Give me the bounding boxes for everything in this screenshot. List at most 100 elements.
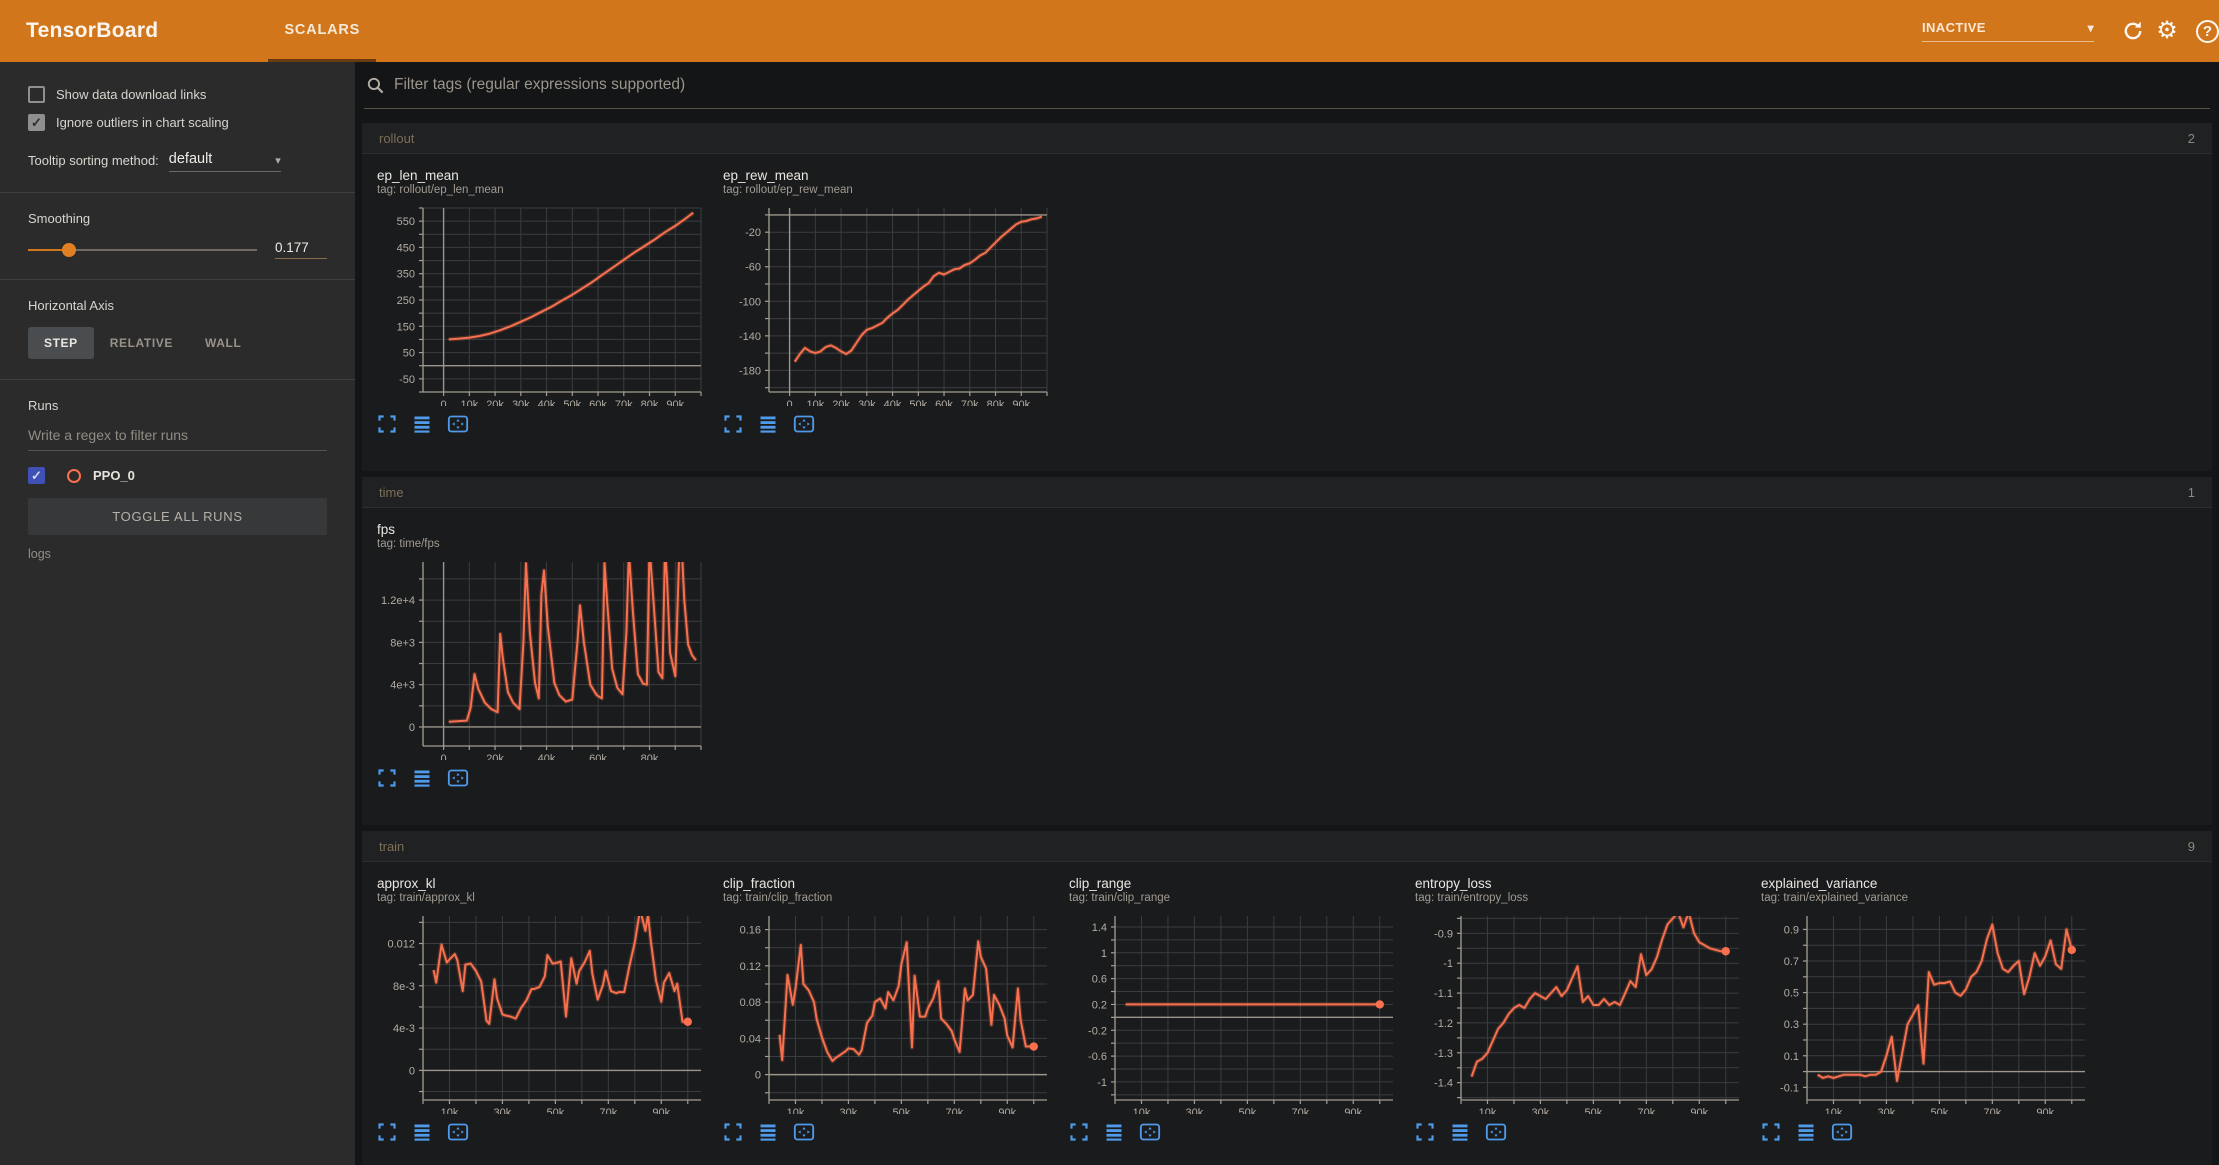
svg-text:0.08: 0.08: [740, 997, 761, 1009]
svg-text:50k: 50k: [547, 1107, 565, 1114]
svg-text:20k: 20k: [486, 753, 504, 760]
sidebar-divider: [0, 279, 355, 280]
fit-domain-icon[interactable]: [1139, 1122, 1161, 1142]
data-series-list-icon[interactable]: [412, 414, 432, 434]
section-count-badge: 2: [2188, 131, 2195, 146]
svg-text:70k: 70k: [599, 1107, 617, 1114]
fit-domain-icon[interactable]: [447, 1122, 469, 1142]
svg-text:-60: -60: [745, 262, 761, 274]
fullscreen-icon[interactable]: [1069, 1122, 1089, 1142]
data-series-list-icon[interactable]: [1450, 1122, 1470, 1142]
fit-domain-icon[interactable]: [1485, 1122, 1507, 1142]
chart-plot-entropy_loss[interactable]: -1.4-1.3-1.2-1.1-1-0.910k30k50k70k90k: [1415, 912, 1745, 1114]
section-name: rollout: [379, 131, 414, 146]
chart-tag: tag: train/entropy_loss: [1415, 892, 1751, 904]
section-name: time: [379, 485, 404, 500]
data-series-list-icon[interactable]: [758, 1122, 778, 1142]
fullscreen-icon[interactable]: [1415, 1122, 1435, 1142]
svg-text:0.012: 0.012: [387, 938, 415, 950]
reload-status-dropdown[interactable]: INACTIVE ▾: [1922, 20, 2094, 42]
chart-card-fps: fpstag: time/fps04e+38e+31.2e+4020k40k60…: [377, 522, 713, 789]
checkbox-ignore-outliers[interactable]: ✓ Ignore outliers in chart scaling: [28, 114, 327, 131]
fit-domain-icon[interactable]: [447, 768, 469, 788]
fit-domain-icon[interactable]: [447, 414, 469, 434]
svg-text:0.2: 0.2: [1092, 999, 1107, 1011]
svg-text:0.6: 0.6: [1092, 974, 1107, 986]
svg-text:4e+3: 4e+3: [390, 680, 415, 692]
svg-text:1.4: 1.4: [1092, 922, 1107, 934]
fullscreen-icon[interactable]: [377, 414, 397, 434]
svg-text:0: 0: [441, 753, 447, 760]
svg-text:60k: 60k: [935, 399, 953, 406]
svg-text:10k: 10k: [806, 399, 824, 406]
svg-text:-1.3: -1.3: [1434, 1048, 1453, 1060]
fullscreen-icon[interactable]: [723, 414, 743, 434]
fit-domain-icon[interactable]: [1831, 1122, 1853, 1142]
smoothing-slider[interactable]: [28, 243, 257, 257]
chart-plot-fps[interactable]: 04e+38e+31.2e+4020k40k60k80k: [377, 558, 707, 760]
section-header-train[interactable]: train 9: [362, 831, 2212, 861]
refresh-button[interactable]: [2116, 14, 2150, 48]
svg-text:90k: 90k: [1344, 1107, 1362, 1114]
svg-text:0: 0: [787, 399, 793, 406]
tooltip-sort-dropdown[interactable]: default ▾: [169, 151, 281, 172]
tab-scalars[interactable]: SCALARS: [268, 0, 376, 62]
svg-text:-50: -50: [399, 374, 415, 386]
runs-filter-input[interactable]: Write a regex to filter runs: [28, 427, 327, 451]
section-header-rollout[interactable]: rollout 2: [362, 123, 2212, 153]
run-checkbox-checked-icon[interactable]: ✓: [28, 467, 45, 484]
chart-plot-ep_rew_mean[interactable]: -180-140-100-60-20010k20k30k40k50k60k70k…: [723, 204, 1053, 406]
help-button[interactable]: ?: [2196, 20, 2219, 43]
chart-actions: [1069, 1121, 1405, 1143]
svg-text:70k: 70k: [1983, 1107, 2001, 1114]
svg-text:50k: 50k: [893, 1107, 911, 1114]
fullscreen-icon[interactable]: [377, 768, 397, 788]
section-header-time[interactable]: time 1: [362, 477, 2212, 507]
settings-button[interactable]: ⚙: [2150, 14, 2184, 48]
chart-card-clip_range: clip_rangetag: train/clip_range-1-0.6-0.…: [1069, 876, 1405, 1143]
chart-plot-ep_len_mean[interactable]: -5050150250350450550010k20k30k40k50k60k7…: [377, 204, 707, 406]
tooltip-sort-value: default: [169, 151, 213, 167]
svg-text:-1: -1: [1443, 958, 1453, 970]
fullscreen-icon[interactable]: [377, 1122, 397, 1142]
search-icon: [366, 76, 385, 95]
slider-thumb[interactable]: [62, 243, 76, 257]
chart-tag: tag: train/clip_range: [1069, 892, 1405, 904]
data-series-list-icon[interactable]: [1796, 1122, 1816, 1142]
chart-title: fps: [377, 522, 713, 537]
filter-tags-input[interactable]: Filter tags (regular expressions support…: [364, 62, 2210, 109]
section-rollout: rollout 2 ep_len_meantag: rollout/ep_len…: [362, 123, 2212, 471]
toggle-all-runs-button[interactable]: TOGGLE ALL RUNS: [28, 498, 327, 535]
data-series-list-icon[interactable]: [1104, 1122, 1124, 1142]
data-series-list-icon[interactable]: [412, 768, 432, 788]
chart-actions: [377, 767, 713, 789]
logdir-label: logs: [28, 547, 327, 561]
axis-button-wall[interactable]: WALL: [189, 327, 257, 359]
chevron-down-icon: ▾: [2088, 21, 2094, 35]
data-series-list-icon[interactable]: [758, 414, 778, 434]
chart-title: ep_rew_mean: [723, 168, 1059, 183]
svg-text:10k: 10k: [1479, 1107, 1497, 1114]
svg-text:0.3: 0.3: [1784, 1019, 1799, 1031]
chart-actions: [377, 1121, 713, 1143]
svg-text:0.1: 0.1: [1784, 1051, 1799, 1063]
fullscreen-icon[interactable]: [1761, 1122, 1781, 1142]
section-body-time: fpstag: time/fps04e+38e+31.2e+4020k40k60…: [362, 507, 2212, 825]
svg-text:350: 350: [397, 269, 415, 281]
fit-domain-icon[interactable]: [793, 414, 815, 434]
data-series-list-icon[interactable]: [412, 1122, 432, 1142]
axis-button-step[interactable]: STEP: [28, 327, 94, 359]
filter-tags-placeholder: Filter tags (regular expressions support…: [394, 76, 685, 94]
smoothing-value-input[interactable]: 0.177: [275, 240, 327, 259]
chart-plot-approx_kl[interactable]: 04e-38e-30.01210k30k50k70k90k: [377, 912, 707, 1114]
chart-card-ep_len_mean: ep_len_meantag: rollout/ep_len_mean-5050…: [377, 168, 713, 435]
fullscreen-icon[interactable]: [723, 1122, 743, 1142]
svg-text:10k: 10k: [441, 1107, 459, 1114]
axis-button-relative[interactable]: RELATIVE: [94, 327, 189, 359]
checkbox-show-download-links[interactable]: Show data download links: [28, 86, 327, 103]
chart-plot-explained_variance[interactable]: -0.10.10.30.50.70.910k30k50k70k90k: [1761, 912, 2091, 1114]
chart-plot-clip_range[interactable]: -1-0.6-0.20.20.611.410k30k50k70k90k: [1069, 912, 1399, 1114]
fit-domain-icon[interactable]: [793, 1122, 815, 1142]
run-row-ppo0[interactable]: ✓ PPO_0: [28, 467, 327, 484]
chart-plot-clip_fraction[interactable]: 00.040.080.120.1610k30k50k70k90k: [723, 912, 1053, 1114]
